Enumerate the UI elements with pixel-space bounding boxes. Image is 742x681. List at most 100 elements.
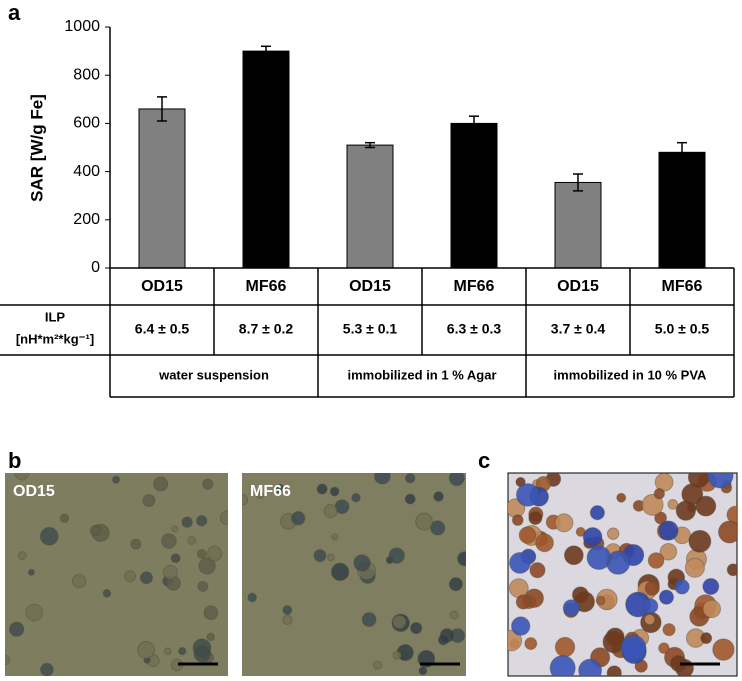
cell [515, 594, 531, 610]
cell [162, 564, 178, 580]
cell [330, 562, 350, 582]
cell [511, 616, 531, 636]
cell [562, 599, 580, 617]
ilp-cell: 6.3 ± 0.3 [447, 321, 502, 337]
cell [437, 634, 449, 646]
x-tick-label: MF66 [454, 278, 495, 295]
cell [700, 632, 713, 645]
cell [353, 554, 371, 572]
cell [275, 483, 286, 494]
cell [187, 536, 197, 545]
cell [351, 493, 361, 503]
bar [138, 108, 186, 269]
cell [616, 492, 627, 503]
cell [171, 525, 179, 533]
cell [142, 493, 156, 507]
cell [392, 650, 402, 660]
cell [282, 605, 293, 615]
cell [675, 500, 697, 521]
cell [130, 538, 142, 550]
cell [589, 505, 605, 521]
cells [5, 473, 228, 676]
ilp-cell: 6.4 ± 0.5 [135, 321, 190, 337]
cell [658, 642, 670, 654]
cell [203, 605, 219, 621]
cell [282, 614, 293, 626]
cell [137, 641, 156, 660]
cell [388, 547, 405, 564]
cell [202, 478, 214, 490]
cell [620, 634, 647, 661]
cell [578, 658, 603, 676]
ilp-cell: 5.3 ± 0.1 [343, 321, 398, 337]
row-unit: [nH*m²*kg⁻¹] [16, 331, 94, 346]
y-tick-label: 800 [73, 66, 100, 83]
cell [687, 473, 710, 489]
cell [242, 493, 249, 506]
cell [642, 598, 659, 614]
cell [5, 654, 11, 666]
cell [415, 512, 434, 531]
cell [518, 526, 537, 544]
cell [509, 551, 531, 574]
cell [139, 571, 153, 585]
cell [707, 473, 734, 489]
cell [554, 513, 574, 533]
micrograph [242, 473, 466, 676]
cell [667, 499, 679, 510]
cell [528, 510, 543, 526]
bar [658, 151, 706, 269]
y-tick-label: 1000 [64, 18, 100, 35]
cell [641, 493, 664, 516]
y-tick-label: 0 [91, 259, 100, 276]
cell [372, 660, 383, 670]
cell [373, 473, 391, 485]
cell [290, 511, 306, 526]
cell [392, 614, 407, 630]
cell [8, 621, 25, 637]
cell [153, 476, 169, 492]
cell [331, 533, 339, 541]
image-label: OD15 [13, 483, 55, 500]
cell [662, 623, 676, 637]
cell [449, 610, 459, 620]
cell [644, 580, 660, 596]
cell [511, 514, 524, 526]
cell [17, 551, 27, 561]
x-tick-label: MF66 [246, 278, 287, 295]
cell [59, 513, 70, 523]
cell [27, 568, 35, 576]
cell [25, 603, 44, 622]
panel-label: b [8, 448, 21, 473]
cell [219, 510, 228, 525]
panel-label: a [8, 0, 21, 25]
cell [323, 504, 338, 519]
cell [418, 666, 428, 676]
bar [450, 122, 498, 269]
cell [535, 533, 554, 553]
cell [89, 524, 102, 537]
cell [654, 511, 668, 525]
cell [726, 563, 737, 577]
cell [192, 638, 212, 658]
ilp-cell: 5.0 ± 0.5 [655, 321, 710, 337]
cell [659, 542, 678, 561]
cell [515, 483, 540, 507]
micrograph [5, 473, 228, 676]
cell [316, 483, 328, 495]
cell [695, 495, 717, 517]
image-label: MF66 [250, 483, 291, 500]
cell [123, 570, 137, 583]
cell [102, 589, 112, 598]
row-label: ILP [45, 309, 66, 324]
cell [39, 526, 59, 546]
cell [206, 545, 223, 562]
cell [702, 578, 720, 595]
group-label: immobilized in 10 % PVA [554, 367, 708, 382]
cell [448, 577, 463, 592]
cell [247, 592, 258, 603]
ilp-cell: 3.7 ± 0.4 [551, 321, 606, 337]
cell [606, 665, 622, 676]
bar [346, 144, 394, 269]
